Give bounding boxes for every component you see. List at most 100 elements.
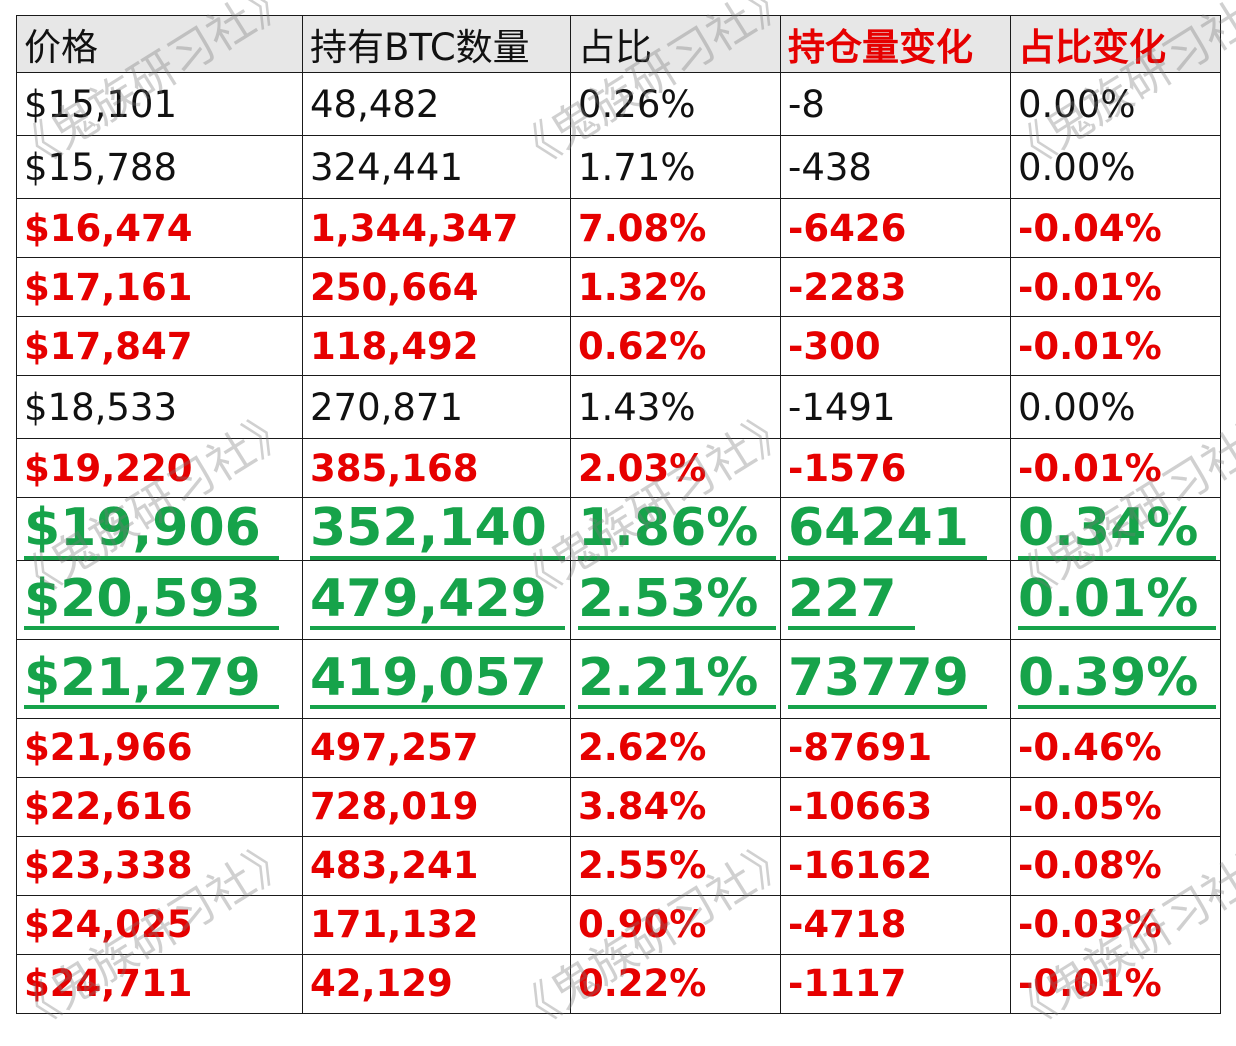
highlighted-value: 0.34% — [1018, 501, 1217, 560]
table-row: $19,906 352,140 1.86% 64241 0.34% — [16, 497, 1221, 561]
table-cell: 2.55% — [570, 835, 781, 896]
btc-holdings-table: 价格 持有BTC数量 占比 持仓量变化 占比变化 $15,101 48,482 0.… — [16, 15, 1221, 1014]
highlighted-value: 73779 — [788, 651, 987, 710]
header-btc-holdings: 持有BTC数量 — [302, 15, 571, 73]
header-holding-change: 持仓量变化 — [780, 15, 1011, 73]
table-cell: 0.26% — [570, 72, 781, 136]
table-cell: 270,871 — [302, 375, 571, 439]
table-cell: 250,664 — [302, 257, 571, 317]
highlighted-value: 0.39% — [1018, 651, 1217, 710]
table-cell: -0.05% — [1010, 776, 1221, 837]
table-row: $21,966 497,257 2.62% -87691 -0.46% — [16, 717, 1221, 778]
table-cell: 1.71% — [570, 135, 781, 199]
highlighted-value: 2.21% — [578, 651, 777, 710]
table-cell: -1117 — [780, 953, 1011, 1014]
table-row: $18,533 270,871 1.43% -1491 0.00% — [16, 375, 1221, 439]
table-cell: -4718 — [780, 894, 1011, 955]
table-cell: $16,474 — [16, 198, 303, 258]
table-cell: $17,847 — [16, 316, 303, 376]
highlighted-value: $20,593 — [24, 572, 279, 631]
table-cell: 7.08% — [570, 198, 781, 258]
table-cell: 2.62% — [570, 717, 781, 778]
table-cell: $23,338 — [16, 835, 303, 896]
table-cell: 42,129 — [302, 953, 571, 1014]
table-cell: -16162 — [780, 835, 1011, 896]
highlighted-value: 1.86% — [578, 501, 777, 560]
table-cell: -0.03% — [1010, 894, 1221, 955]
table-cell: 497,257 — [302, 717, 571, 778]
highlighted-value: 479,429 — [310, 572, 565, 631]
table-cell: -0.46% — [1010, 717, 1221, 778]
table-cell: 3.84% — [570, 776, 781, 837]
table-cell: -0.08% — [1010, 835, 1221, 896]
table-cell: $22,616 — [16, 776, 303, 837]
table-cell: -8 — [780, 72, 1011, 136]
table-cell: $19,906 — [16, 497, 303, 561]
table-row: $24,025 171,132 0.90% -4718 -0.03% — [16, 894, 1221, 955]
highlighted-value: 352,140 — [310, 501, 565, 560]
table-row: $20,593 479,429 2.53% 227 0.01% — [16, 559, 1221, 640]
table-row: $23,338 483,241 2.55% -16162 -0.08% — [16, 835, 1221, 896]
highlighted-value: 227 — [788, 572, 915, 631]
table-row: $21,279 419,057 2.21% 73779 0.39% — [16, 638, 1221, 719]
table-row: $17,161 250,664 1.32% -2283 -0.01% — [16, 257, 1221, 317]
table-cell: 2.21% — [570, 638, 781, 719]
highlighted-value: 64241 — [788, 501, 987, 560]
table-cell: $19,220 — [16, 438, 303, 498]
table-cell: 0.00% — [1010, 375, 1221, 439]
table-cell: -10663 — [780, 776, 1011, 837]
table-cell: 385,168 — [302, 438, 571, 498]
table-row: $22,616 728,019 3.84% -10663 -0.05% — [16, 776, 1221, 837]
table-cell: -6426 — [780, 198, 1011, 258]
table-cell: -438 — [780, 135, 1011, 199]
table-cell: 1,344,347 — [302, 198, 571, 258]
header-price: 价格 — [16, 15, 303, 73]
table-cell: 0.22% — [570, 953, 781, 1014]
highlighted-value: 2.53% — [578, 572, 777, 631]
table-row: $16,474 1,344,347 7.08% -6426 -0.04% — [16, 198, 1221, 258]
table-cell: 73779 — [780, 638, 1011, 719]
highlighted-value: $19,906 — [24, 501, 279, 560]
table-cell: 0.01% — [1010, 559, 1221, 640]
table-cell: 0.39% — [1010, 638, 1221, 719]
table-row: $19,220 385,168 2.03% -1576 -0.01% — [16, 438, 1221, 498]
table-cell: 2.53% — [570, 559, 781, 640]
table-cell: -300 — [780, 316, 1011, 376]
table-cell: -0.01% — [1010, 257, 1221, 317]
table-cell: $24,711 — [16, 953, 303, 1014]
table-cell: -0.01% — [1010, 953, 1221, 1014]
table-cell: 0.34% — [1010, 497, 1221, 561]
table-cell: $21,966 — [16, 717, 303, 778]
table-body: $15,101 48,482 0.26% -8 0.00% $15,788 324,441 1… — [16, 72, 1221, 1014]
table-row: $17,847 118,492 0.62% -300 -0.01% — [16, 316, 1221, 376]
table-cell: $21,279 — [16, 638, 303, 719]
table-cell: $15,788 — [16, 135, 303, 199]
table-row: $15,101 48,482 0.26% -8 0.00% — [16, 72, 1221, 136]
table-cell: 1.43% — [570, 375, 781, 439]
header-share-change: 占比变化 — [1010, 15, 1221, 73]
table-cell: -0.04% — [1010, 198, 1221, 258]
table-cell: $24,025 — [16, 894, 303, 955]
table-cell: 2.03% — [570, 438, 781, 498]
highlighted-value: $21,279 — [24, 651, 279, 710]
table-cell: -0.01% — [1010, 316, 1221, 376]
table-cell: 419,057 — [302, 638, 571, 719]
table-cell: 171,132 — [302, 894, 571, 955]
table-cell: 227 — [780, 559, 1011, 640]
table-cell: -2283 — [780, 257, 1011, 317]
table-cell: -87691 — [780, 717, 1011, 778]
table-header-row: 价格 持有BTC数量 占比 持仓量变化 占比变化 — [16, 15, 1221, 73]
table-row: $24,711 42,129 0.22% -1117 -0.01% — [16, 953, 1221, 1014]
table-cell: -0.01% — [1010, 438, 1221, 498]
table-cell: 479,429 — [302, 559, 571, 640]
table-cell: 64241 — [780, 497, 1011, 561]
table-cell: 1.32% — [570, 257, 781, 317]
table-cell: 0.00% — [1010, 72, 1221, 136]
table-cell: 118,492 — [302, 316, 571, 376]
header-share: 占比 — [570, 15, 781, 73]
table-cell: 352,140 — [302, 497, 571, 561]
table-cell: 1.86% — [570, 497, 781, 561]
table-cell: $15,101 — [16, 72, 303, 136]
table-cell: $20,593 — [16, 559, 303, 640]
table-cell: $17,161 — [16, 257, 303, 317]
